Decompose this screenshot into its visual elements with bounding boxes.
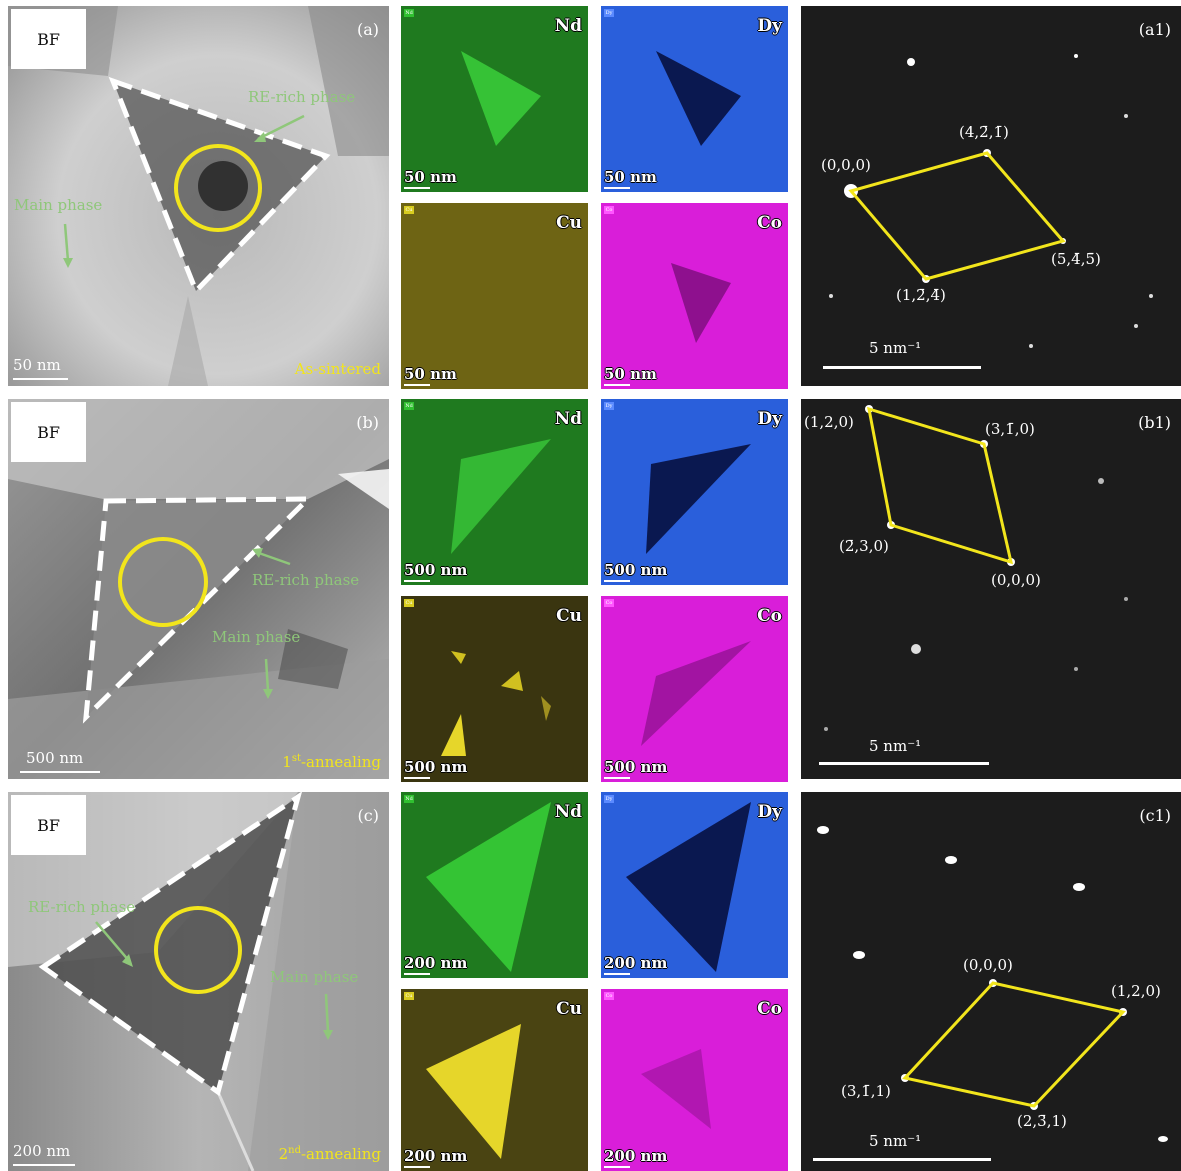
element-label: Co — [757, 606, 782, 626]
map-scale-bar: 50 nm — [604, 168, 657, 189]
spot-index: (2̄,3,0) — [839, 537, 889, 555]
spot-index: (5,4̄,5̄) — [1051, 250, 1101, 268]
eds-map-dy-c: Dy Dy 200 nm — [601, 792, 788, 978]
re-rich-label: RE-rich phase — [252, 571, 360, 589]
eds-map-cu-b: Cu Cu 500 nm — [401, 596, 588, 782]
saed-pattern-a1: (a1) (0,0,0) (4,2̄,1̄) (5,4̄,5̄) (1,2̄,4… — [801, 6, 1181, 386]
spot-index: (0,0,0) — [821, 156, 871, 174]
main-phase-label: Main phase — [270, 968, 359, 986]
panel-tag: (b) — [356, 413, 379, 432]
scale-bar-label: 5 nm⁻¹ — [869, 737, 922, 755]
spot-index: (0,0,0) — [991, 571, 1041, 589]
element-label: Nd — [554, 802, 582, 822]
scale-bar — [823, 366, 981, 369]
eds-map-cu-c: Cu Cu 200 nm — [401, 989, 588, 1171]
bf-label: BF — [11, 795, 86, 855]
map-scale-bar: 500 nm — [404, 758, 467, 779]
scale-bar-label: 5 nm⁻¹ — [869, 339, 922, 357]
bf-image-c: BF (c) RE-rich phase Main phase 200 nm 2… — [8, 792, 389, 1171]
map-scale-bar: 200 nm — [404, 1147, 467, 1168]
bf-image-a: BF (a) RE-rich phase Main phase 50 nm As… — [8, 6, 389, 386]
panel-tag: (a1) — [1138, 20, 1171, 39]
re-rich-label: RE-rich phase — [28, 898, 136, 916]
chip-icon: Cu — [404, 599, 414, 607]
map-scale-bar: 500 nm — [604, 758, 667, 779]
scale-bar-label: 50 nm — [13, 356, 61, 374]
chip-icon: Dy — [604, 9, 614, 17]
re-rich-label: RE-rich phase — [248, 88, 356, 106]
eds-map-co-c: Co Co 200 nm — [601, 989, 788, 1171]
bf-image-b: BF (b) RE-rich phase Main phase 500 nm 1… — [8, 399, 389, 779]
spot-index: (3,1̄,1) — [841, 1082, 891, 1100]
condition-label: As-sintered — [294, 360, 381, 378]
scale-bar-label: 5 nm⁻¹ — [869, 1132, 922, 1150]
element-label: Nd — [554, 409, 582, 429]
spot-index: (1,2̄,4̄) — [896, 286, 946, 304]
element-label: Dy — [757, 802, 782, 822]
condition-label: 2nd-annealing — [278, 1145, 381, 1163]
panel-tag: (c1) — [1139, 806, 1171, 825]
chip-icon: Co — [604, 206, 614, 214]
spot-index: (0,0,0) — [963, 956, 1013, 974]
chip-icon: Cu — [404, 992, 414, 1000]
map-scale-bar: 200 nm — [604, 954, 667, 975]
scale-bar-label: 500 nm — [26, 749, 84, 767]
map-scale-bar: 200 nm — [604, 1147, 667, 1168]
eds-map-nd-b: Nd Nd 500 nm — [401, 399, 588, 585]
scale-bar: 50 nm — [13, 356, 68, 380]
map-scale-bar: 50 nm — [404, 168, 457, 189]
eds-map-dy-b: Dy Dy 500 nm — [601, 399, 788, 585]
bf-label: BF — [11, 402, 86, 462]
chip-icon: Cu — [404, 206, 414, 214]
chip-icon: Nd — [404, 402, 414, 410]
eds-map-nd-c: Nd Nd 200 nm — [401, 792, 588, 978]
element-label: Dy — [757, 409, 782, 429]
scale-bar-label: 200 nm — [13, 1142, 71, 1160]
chip-icon: Nd — [404, 795, 414, 803]
element-label: Dy — [757, 16, 782, 36]
spot-index: (1,2,0) — [1111, 982, 1161, 1000]
element-label: Cu — [556, 213, 582, 233]
map-scale-bar: 500 nm — [404, 561, 467, 582]
element-label: Co — [757, 213, 782, 233]
scale-bar — [813, 1158, 991, 1161]
panel-tag: (c) — [357, 806, 379, 825]
chip-icon: Co — [604, 992, 614, 1000]
map-scale-bar: 200 nm — [404, 954, 467, 975]
panel-tag: (b1) — [1138, 413, 1171, 432]
map-scale-bar: 50 nm — [604, 365, 657, 386]
panel-tag: (a) — [356, 20, 379, 39]
chip-icon: Co — [604, 599, 614, 607]
map-scale-bar: 500 nm — [604, 561, 667, 582]
scale-bar: 200 nm — [13, 1142, 75, 1166]
eds-map-co-b: Co Co 500 nm — [601, 596, 788, 782]
main-phase-label: Main phase — [14, 196, 103, 214]
chip-icon: Dy — [604, 795, 614, 803]
eds-map-nd-a: Nd Nd 50 nm — [401, 6, 588, 192]
scale-bar: 500 nm — [20, 749, 100, 773]
eds-map-dy-a: Dy Dy 50 nm — [601, 6, 788, 192]
condition-label: 1st-annealing — [282, 753, 381, 771]
chip-icon: Dy — [604, 402, 614, 410]
eds-map-co-a: Co Co 50 nm — [601, 203, 788, 389]
spot-index: (1,2,0) — [804, 413, 854, 431]
spot-index: (3,1̄,0) — [985, 420, 1035, 438]
element-label: Co — [757, 999, 782, 1019]
saed-pattern-b1: (b1) (1,2,0) (3,1̄,0) (0,0,0) (2̄,3,0) 5… — [801, 399, 1181, 779]
element-label: Nd — [554, 16, 582, 36]
spot-index: (2,3̄,1) — [1017, 1112, 1067, 1130]
saed-pattern-c1: (c1) (0,0,0) (1,2,0) (2,3̄,1) (3,1̄,1) 5… — [801, 792, 1181, 1171]
element-label: Cu — [556, 606, 582, 626]
bf-label: BF — [11, 9, 86, 69]
element-label: Cu — [556, 999, 582, 1019]
scale-bar — [819, 762, 989, 765]
main-phase-label: Main phase — [212, 628, 301, 646]
eds-map-cu-a: Cu Cu 50 nm — [401, 203, 588, 389]
map-scale-bar: 50 nm — [404, 365, 457, 386]
chip-icon: Nd — [404, 9, 414, 17]
spot-index: (4,2̄,1̄) — [959, 123, 1009, 141]
